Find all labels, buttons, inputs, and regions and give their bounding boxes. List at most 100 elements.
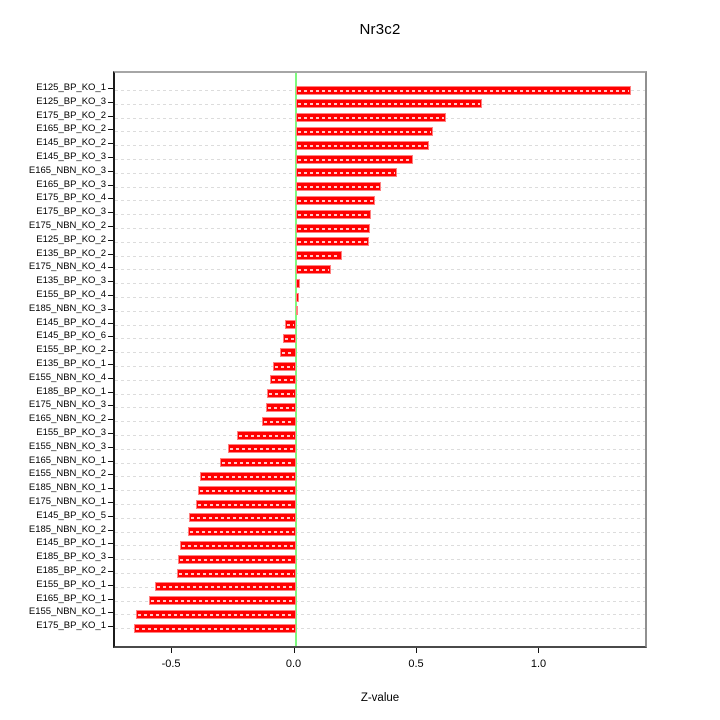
gridline [115,241,645,243]
y-axis-label: E145_BP_KO_3 [36,151,106,162]
gridline [115,517,645,519]
y-axis-tick [108,529,113,531]
y-axis-tick [108,239,113,241]
bar-E165_NBN_KO_1 [219,458,296,468]
bar-grid-overlay [189,531,294,534]
y-axis-tick [108,377,113,379]
gridline [115,559,645,561]
y-axis-tick [108,295,113,296]
y-axis-tick [108,129,113,131]
y-axis-tick [108,474,113,476]
y-axis-label: E145_BP_KO_6 [36,330,106,342]
zero-reference-line [294,73,297,646]
bar-E155_BP_KO_4 [295,292,300,302]
bar-E175_BP_KO_4 [295,195,376,205]
y-axis-tick [108,626,113,628]
bar-E185_BP_KO_2 [176,568,296,578]
y-axis-label: E135_BP_KO_2 [36,247,106,259]
y-axis-label: E185_NBN_KO_1 [28,482,106,494]
bar-E175_NBN_KO_1 [196,499,296,509]
gridline [115,310,645,312]
bar-grid-overlay [138,613,294,616]
y-axis-label: E155_BP_KO_1 [36,578,106,590]
bar-E175_BP_KO_3 [295,209,372,219]
bar-grid-overlay [297,172,396,175]
y-axis-tick [108,364,113,365]
gridline [115,283,645,285]
y-axis-label: E135_BP_KO_1 [36,358,106,369]
y-axis-tick [108,557,113,559]
bar-E185_NBN_KO_1 [197,485,296,495]
chart-title: Nr3c2 [359,21,401,38]
y-axis-label: E125_BP_KO_2 [36,233,106,245]
y-axis-tick [108,433,113,434]
bar-E135_BP_KO_3 [295,278,301,288]
gridline [115,448,645,450]
x-axis-tick-label: 0.0 [285,658,302,670]
bar-E175_NBN_KO_2 [295,223,371,233]
bar-E145_BP_KO_2 [295,140,430,150]
y-axis-tick [108,419,113,421]
bar-grid-overlay [182,544,294,547]
y-axis-label: E175_NBN_KO_4 [28,261,106,273]
y-axis-tick [108,115,113,117]
y-axis-tick [108,184,113,186]
y-axis-label: E165_BP_KO_2 [36,123,106,135]
x-axis-tick [293,648,295,653]
y-axis-label: E155_NBN_KO_4 [28,371,106,383]
y-axis-label: E185_NBN_KO_3 [28,302,106,314]
gridline [115,600,645,602]
bar-E145_BP_KO_3 [295,154,414,164]
bar-grid-overlay [297,103,480,106]
y-axis-label: E185_NBN_KO_2 [28,523,106,535]
y-axis-label: E185_BP_KO_3 [36,551,106,563]
bar-E155_BP_KO_2 [279,347,296,357]
gridline [115,421,645,423]
bar-grid-overlay [150,600,294,603]
bar-E175_NBN_KO_4 [295,264,332,274]
y-axis-label: E155_BP_KO_4 [36,289,106,300]
y-axis-tick [108,612,113,614]
gridline [115,628,645,630]
bar-grid-overlay [297,158,412,161]
gridline [115,228,645,229]
bar-grid-overlay [178,572,294,575]
bar-E155_NBN_KO_4 [269,375,296,385]
x-axis-tick-label: 0.5 [408,658,424,670]
y-axis-tick [108,350,113,352]
bar-grid-overlay [297,282,299,285]
y-axis-tick [108,88,113,89]
bar-E125_BP_KO_1 [295,85,632,95]
y-axis-tick [108,212,113,214]
bar-grid-overlay [156,586,294,589]
bar-grid-overlay [297,89,630,92]
y-axis-label: E155_BP_KO_3 [36,427,106,438]
y-axis-tick [108,336,113,338]
y-axis-label: E185_BP_KO_2 [36,565,106,576]
y-axis-tick [108,405,113,407]
y-axis-label: E125_BP_KO_1 [36,82,106,93]
y-axis-tick [108,157,113,158]
bar-grid-overlay [238,434,294,437]
bar-grid-overlay [281,351,294,354]
bar-grid-overlay [286,324,294,327]
y-axis-label: E175_BP_KO_4 [36,192,106,204]
y-axis-tick [108,253,113,255]
y-axis-tick [108,543,113,545]
bar-grid-overlay [297,227,369,230]
bar-grid-overlay [297,268,330,271]
y-axis-label: E125_BP_KO_3 [36,95,106,107]
bar-E145_BP_KO_1 [180,540,296,550]
y-axis-label: E145_BP_KO_5 [36,509,106,521]
gridline [115,435,645,436]
gridline [115,200,645,202]
gridline [115,476,645,478]
bar-grid-overlay [201,475,294,478]
y-axis-tick [108,598,113,600]
bar-E145_BP_KO_4 [284,320,296,330]
x-axis-tick-label: 1.0 [530,658,547,670]
y-axis-tick [108,515,113,517]
bar-grid-overlay [297,186,380,189]
gridline [115,393,645,395]
y-axis-label: E165_BP_KO_1 [36,592,106,604]
